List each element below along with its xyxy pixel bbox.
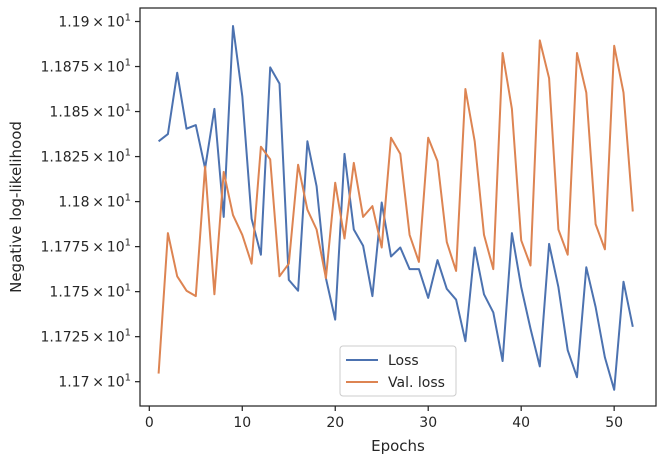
y-tick-mantissa: 1.185 × 10 (49, 105, 124, 121)
y-tick-label: 1.185 × 101 (49, 103, 131, 121)
series-layer (157, 25, 634, 391)
y-tick-exponent: 1 (125, 103, 131, 114)
y-tick-mantissa: 1.1875 × 10 (41, 60, 125, 76)
legend-label-val-loss: Val. loss (388, 375, 445, 391)
legend-label-loss: Loss (388, 353, 419, 369)
y-tick-exponent: 1 (125, 373, 131, 384)
y-tick-mantissa: 1.1725 × 10 (41, 330, 125, 346)
x-axis-label: Epochs (371, 437, 425, 455)
axes-frame (139, 7, 657, 407)
legend: Loss Val. loss (339, 345, 457, 397)
x-tick-label: 40 (512, 415, 530, 431)
y-tick-exponent: 1 (125, 193, 131, 204)
y-tick-label: 1.1775 × 101 (41, 238, 132, 256)
y-tick-label: 1.1875 × 101 (41, 58, 132, 76)
y-tick-mantissa: 1.18 × 10 (58, 195, 124, 211)
x-axis-ticks: 0 10 20 30 40 50 (145, 406, 623, 431)
y-tick-exponent: 1 (125, 238, 131, 249)
y-tick-label: 1.1725 × 101 (41, 328, 132, 346)
x-tick-label: 30 (419, 415, 437, 431)
y-tick-mantissa: 1.17 × 10 (58, 375, 124, 391)
y-tick-label: 1.175 × 101 (49, 283, 131, 301)
y-tick-exponent: 1 (125, 328, 131, 339)
series-line-loss (157, 25, 634, 391)
y-tick-mantissa: 1.1775 × 10 (41, 240, 125, 256)
y-tick-exponent: 1 (125, 283, 131, 294)
y-axis-label: Negative log-likelihood (7, 121, 25, 293)
y-tick-mantissa: 1.175 × 10 (49, 285, 124, 301)
y-tick-label: 1.1825 × 101 (41, 148, 132, 166)
y-tick-label: 1.17 × 101 (58, 373, 131, 391)
y-tick-label: 1.18 × 101 (58, 193, 131, 211)
legend-box (339, 345, 457, 397)
x-tick-label: 10 (233, 415, 251, 431)
y-tick-exponent: 1 (125, 13, 131, 24)
x-tick-label: 20 (326, 415, 344, 431)
y-tick-mantissa: 1.19 × 10 (58, 15, 124, 31)
y-tick-exponent: 1 (125, 58, 131, 69)
y-tick-exponent: 1 (125, 148, 131, 159)
y-tick-mantissa: 1.1825 × 10 (41, 150, 125, 166)
y-tick-label: 1.19 × 101 (58, 13, 131, 31)
x-tick-label: 50 (605, 415, 623, 431)
series-line-val-loss (157, 39, 634, 374)
x-tick-label: 0 (145, 415, 154, 431)
